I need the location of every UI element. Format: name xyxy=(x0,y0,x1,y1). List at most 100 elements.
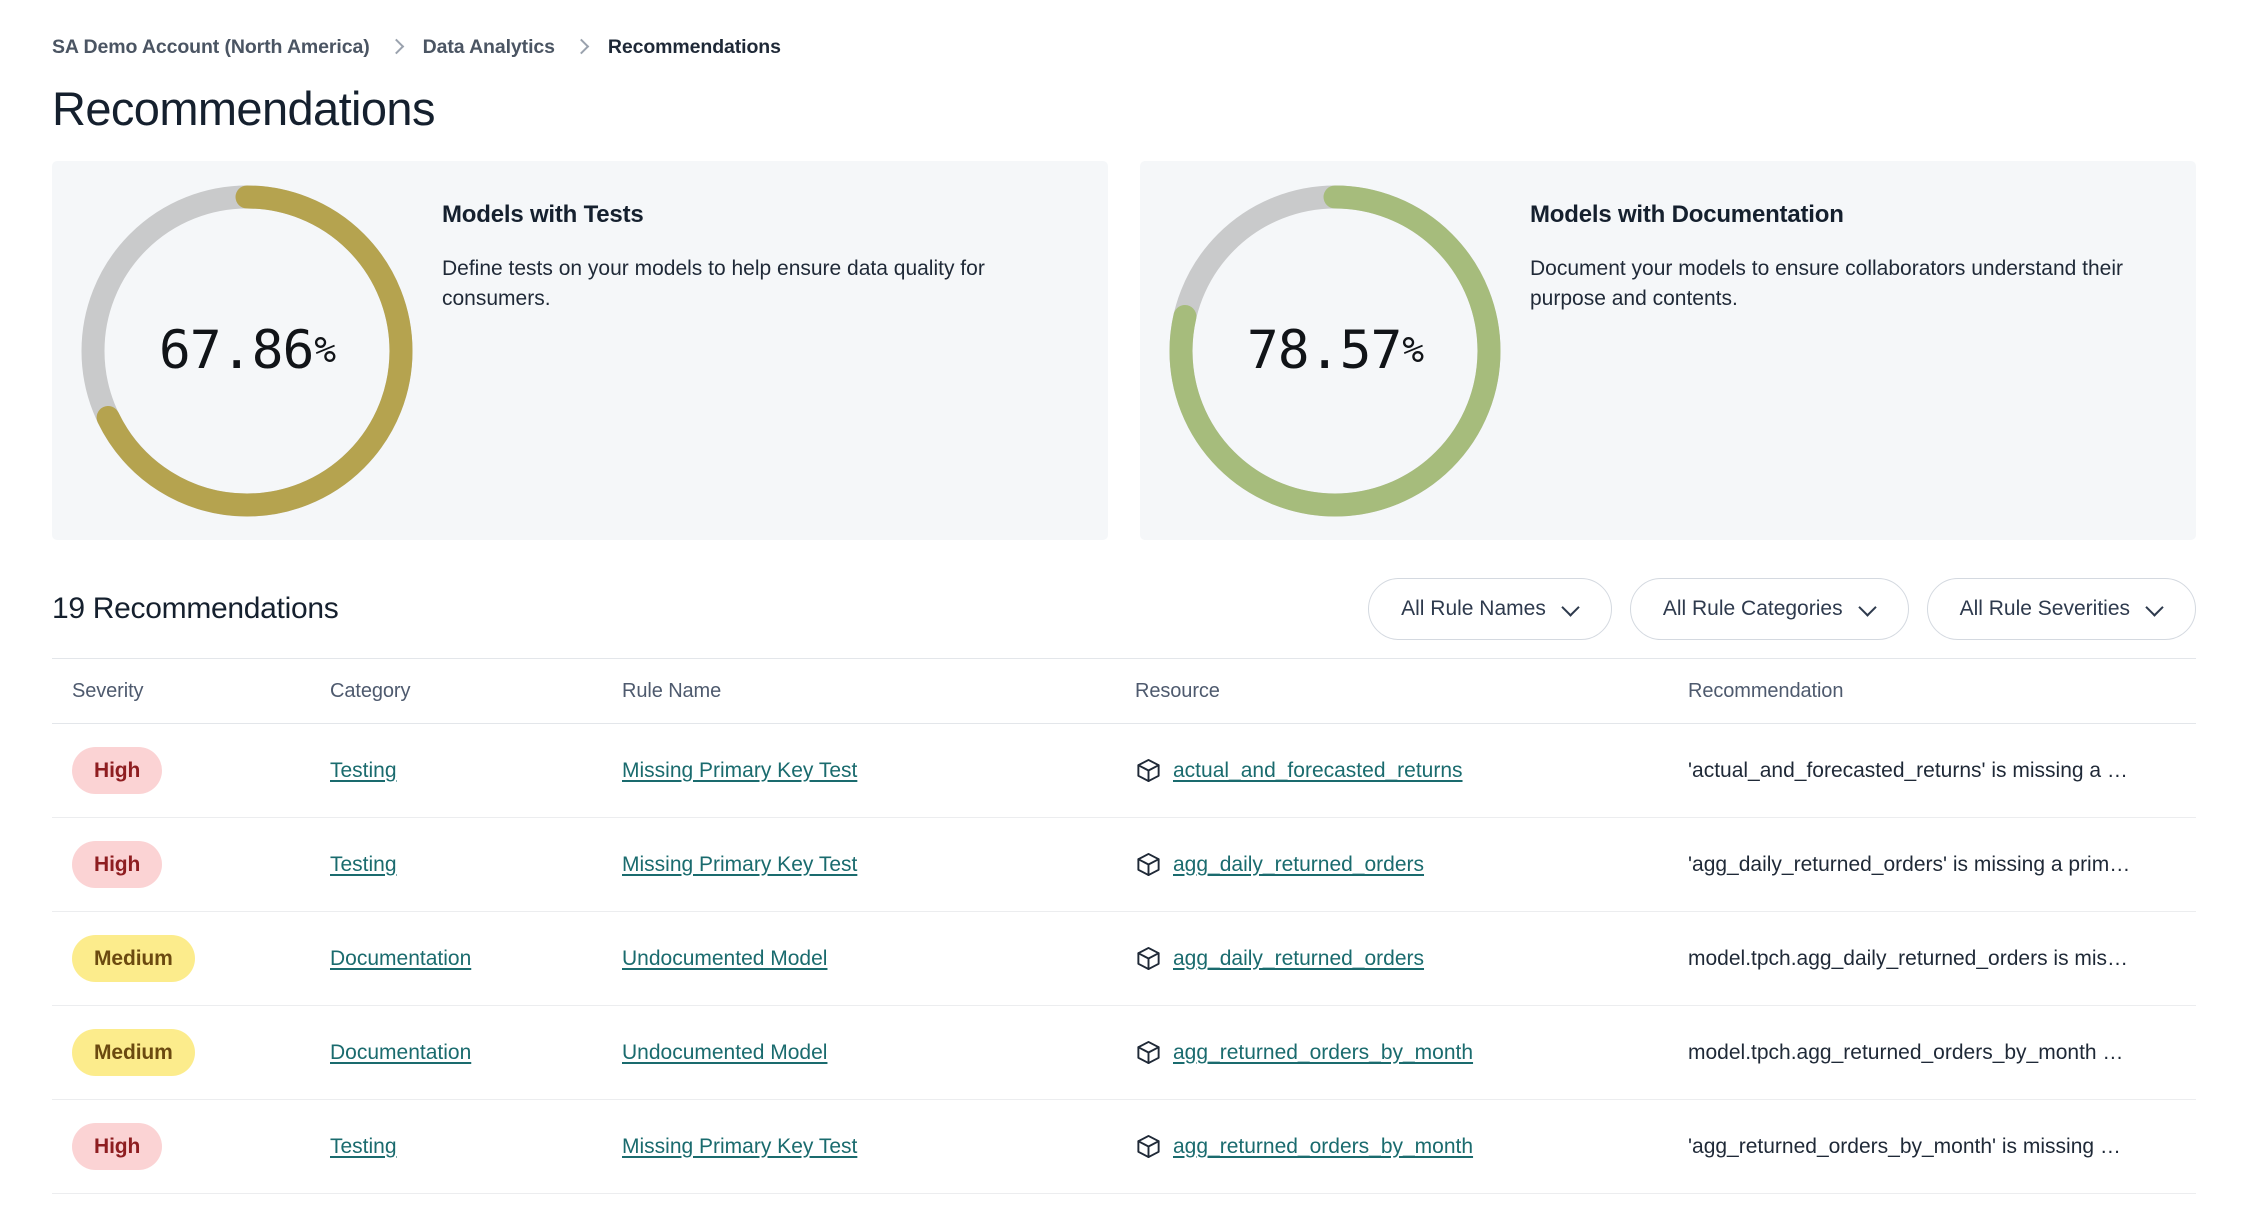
filter-rule-categories[interactable]: All Rule Categories xyxy=(1629,578,1909,640)
donut-value-tests: 67.86% xyxy=(79,183,415,519)
cell-category: Documentation xyxy=(330,947,622,971)
chevron-down-icon xyxy=(1860,601,1876,617)
filter-rule-severities-label: All Rule Severities xyxy=(1959,597,2130,620)
donut-chart-documentation: 78.57% xyxy=(1140,161,1530,540)
breadcrumb: SA Demo Account (North America) Data Ana… xyxy=(52,0,2196,72)
column-header-rule-name: Rule Name xyxy=(622,679,722,702)
donut-svg-tests xyxy=(81,185,413,516)
recommendation-text: model.tpch.agg_returned_orders_by_month … xyxy=(1688,1040,2124,1064)
status-badge: High xyxy=(72,1123,163,1170)
cell-severity: Medium xyxy=(52,935,330,982)
recommendation-text: model.tpch.agg_daily_returned_orders is … xyxy=(1688,946,2129,970)
recommendation-text: 'agg_returned_orders_by_month' is missin… xyxy=(1688,1134,2121,1158)
filter-group: All Rule Names All Rule Categories All R… xyxy=(1368,578,2196,640)
rule-name-link[interactable]: Missing Primary Key Test xyxy=(622,852,858,876)
cell-severity: High xyxy=(52,841,330,888)
status-badge: Medium xyxy=(72,935,195,982)
cell-severity: High xyxy=(52,1123,330,1170)
column-header-recommendation: Recommendation xyxy=(1688,679,1844,702)
status-badge: High xyxy=(72,747,163,794)
cell-recommendation: 'agg_returned_orders_by_month' is missin… xyxy=(1688,1135,2196,1159)
breadcrumb-item-account[interactable]: SA Demo Account (North America) xyxy=(52,35,370,58)
cell-rule-name: Undocumented Model xyxy=(622,947,1135,971)
cell-rule-name: Missing Primary Key Test xyxy=(622,759,1135,783)
category-link[interactable]: Documentation xyxy=(330,946,472,970)
cell-severity: High xyxy=(52,747,330,794)
cell-resource: actual_and_forecasted_returns xyxy=(1135,757,1688,784)
resource-link[interactable]: agg_returned_orders_by_month xyxy=(1173,1040,1474,1064)
filter-rule-names[interactable]: All Rule Names xyxy=(1368,578,1612,640)
card-body-tests: Models with Tests Define tests on your m… xyxy=(442,161,1108,314)
cell-rule-name: Undocumented Model xyxy=(622,1041,1135,1065)
cell-category: Testing xyxy=(330,759,622,783)
column-header-resource: Resource xyxy=(1135,679,1220,702)
donut-percent-symbol: % xyxy=(1402,330,1424,371)
page-title: Recommendations xyxy=(52,82,435,135)
status-badge: Medium xyxy=(72,1029,195,1076)
cell-recommendation: model.tpch.agg_returned_orders_by_month … xyxy=(1688,1041,2196,1065)
category-link[interactable]: Testing xyxy=(330,758,397,782)
card-description-tests: Define tests on your models to help ensu… xyxy=(442,257,985,310)
filter-rule-names-label: All Rule Names xyxy=(1401,597,1546,620)
chevron-right-icon xyxy=(575,37,588,57)
card-models-with-documentation: 78.57% Models with Documentation Documen… xyxy=(1140,161,2196,540)
rule-name-link[interactable]: Missing Primary Key Test xyxy=(622,1134,858,1158)
card-description-documentation: Document your models to ensure collabora… xyxy=(1530,257,2123,310)
cell-resource: agg_daily_returned_orders xyxy=(1135,945,1688,972)
resource-link[interactable]: agg_daily_returned_orders xyxy=(1173,852,1425,876)
filter-rule-severities[interactable]: All Rule Severities xyxy=(1926,578,2196,640)
rule-name-link[interactable]: Undocumented Model xyxy=(622,1040,828,1064)
cube-icon xyxy=(1135,851,1162,878)
cube-icon xyxy=(1135,757,1162,784)
metric-cards: 67.86% Models with Tests Define tests on… xyxy=(52,161,2196,540)
rule-name-link[interactable]: Undocumented Model xyxy=(622,946,828,970)
recommendation-text: 'actual_and_forecasted_returns' is missi… xyxy=(1688,758,2128,782)
donut-value-documentation: 78.57% xyxy=(1167,183,1503,519)
table-row[interactable]: High Testing Missing Primary Key Test agg_r… xyxy=(52,1100,2196,1194)
table-row[interactable]: Medium Documentation Undocumented Model agg… xyxy=(52,912,2196,1006)
chevron-down-icon xyxy=(1563,601,1579,617)
cell-severity: Medium xyxy=(52,1029,330,1076)
cell-category: Testing xyxy=(330,853,622,877)
donut-chart-tests: 67.86% xyxy=(52,161,442,540)
cell-recommendation: 'actual_and_forecasted_returns' is missi… xyxy=(1688,759,2196,783)
donut-value-number: 78.57 xyxy=(1246,320,1403,381)
chevron-down-icon xyxy=(2147,601,2163,617)
table-body: High Testing Missing Primary Key Test actua… xyxy=(52,724,2196,1194)
rule-name-link[interactable]: Missing Primary Key Test xyxy=(622,758,858,782)
category-link[interactable]: Testing xyxy=(330,1134,397,1158)
table-toolbar: 19 Recommendations All Rule Names All Ru… xyxy=(52,578,2196,640)
donut-svg-documentation xyxy=(1169,185,1501,516)
cell-rule-name: Missing Primary Key Test xyxy=(622,1135,1135,1159)
table-header-row: Severity Category Rule Name Resource Rec… xyxy=(52,658,2196,724)
resource-link[interactable]: actual_and_forecasted_returns xyxy=(1173,758,1463,782)
cell-category: Documentation xyxy=(330,1041,622,1065)
resource-link[interactable]: agg_returned_orders_by_month xyxy=(1173,1134,1474,1158)
card-models-with-tests: 67.86% Models with Tests Define tests on… xyxy=(52,161,1108,540)
table-row[interactable]: High Testing Missing Primary Key Test agg_d… xyxy=(52,818,2196,912)
cell-rule-name: Missing Primary Key Test xyxy=(622,853,1135,877)
card-title-documentation: Models with Documentation xyxy=(1530,201,1844,228)
resource-link[interactable]: agg_daily_returned_orders xyxy=(1173,946,1425,970)
filter-rule-categories-label: All Rule Categories xyxy=(1662,597,1843,620)
column-header-severity: Severity xyxy=(72,679,144,702)
recommendations-table: Severity Category Rule Name Resource Rec… xyxy=(52,658,2196,1194)
donut-value-number: 67.86 xyxy=(158,320,315,381)
cell-resource: agg_returned_orders_by_month xyxy=(1135,1133,1688,1160)
card-title-tests: Models with Tests xyxy=(442,201,644,228)
column-header-category: Category xyxy=(330,679,411,702)
breadcrumb-item-current: Recommendations xyxy=(607,35,781,58)
cube-icon xyxy=(1135,1039,1162,1066)
cell-resource: agg_returned_orders_by_month xyxy=(1135,1039,1688,1066)
status-badge: High xyxy=(72,841,163,888)
category-link[interactable]: Documentation xyxy=(330,1040,472,1064)
recommendation-text: 'agg_daily_returned_orders' is missing a… xyxy=(1688,852,2131,876)
category-link[interactable]: Testing xyxy=(330,852,397,876)
card-body-documentation: Models with Documentation Document your … xyxy=(1530,161,2196,314)
breadcrumb-item-project[interactable]: Data Analytics xyxy=(422,35,555,58)
cube-icon xyxy=(1135,945,1162,972)
result-count: 19 Recommendations xyxy=(52,592,339,625)
table-row[interactable]: Medium Documentation Undocumented Model agg… xyxy=(52,1006,2196,1100)
table-row[interactable]: High Testing Missing Primary Key Test actua… xyxy=(52,724,2196,818)
